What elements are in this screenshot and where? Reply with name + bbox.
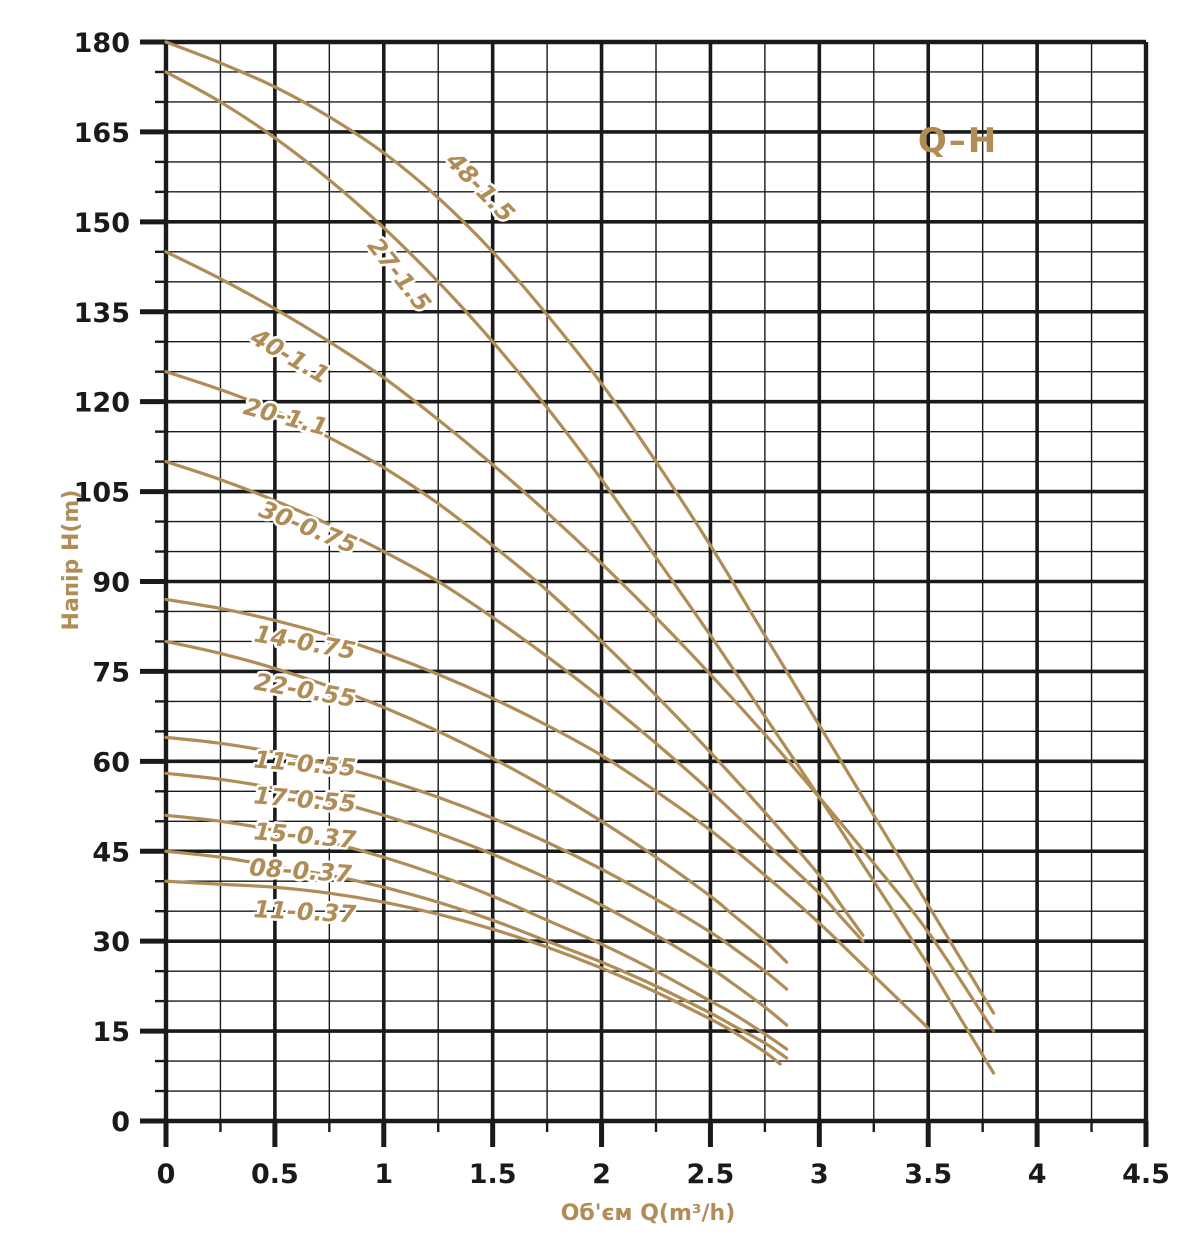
x-tick-label: 2.5 bbox=[687, 1159, 735, 1190]
y-tick-label: 90 bbox=[92, 568, 130, 599]
curve-40-1.1 bbox=[164, 250, 996, 1033]
curve-14-0.75 bbox=[164, 597, 930, 1030]
curve-series-group bbox=[164, 40, 996, 1075]
curve-27-1.5 bbox=[164, 70, 996, 1075]
x-tick-label: 3.5 bbox=[904, 1159, 952, 1190]
x-tick-label: 1.5 bbox=[469, 1159, 517, 1190]
y-tick-label: 45 bbox=[92, 837, 130, 868]
curve-label-11-0.37: 11-0.37 bbox=[253, 895, 357, 928]
curve-11-0.55 bbox=[164, 735, 789, 991]
y-tick-label: 180 bbox=[74, 28, 130, 59]
curve-11-0.37 bbox=[164, 879, 782, 1066]
x-axis-title: Об'єм Q(m³/h) bbox=[561, 1201, 736, 1226]
y-tick-label: 60 bbox=[92, 747, 130, 778]
x-axis-tick-labels: 0 0.5 1 1.5 2 2.5 3 3.5 4 4.5 bbox=[157, 1159, 1170, 1190]
y-tick-label: 165 bbox=[74, 118, 130, 149]
y-tick-label: 105 bbox=[74, 478, 130, 509]
curve-20-1.1 bbox=[164, 370, 865, 937]
y-tick-label: 135 bbox=[74, 298, 130, 329]
curve-15-0.37 bbox=[164, 813, 789, 1051]
y-tick-label: 30 bbox=[92, 927, 130, 958]
y-tick-label: 0 bbox=[111, 1107, 130, 1138]
x-tick-label: 2 bbox=[592, 1159, 611, 1190]
x-tick-label: 1 bbox=[374, 1159, 393, 1190]
curve-30-0.75 bbox=[164, 460, 865, 943]
y-tick-label: 150 bbox=[74, 208, 130, 239]
x-tick-label: 0.5 bbox=[251, 1159, 299, 1190]
curve-17-0.55 bbox=[164, 771, 789, 1027]
y-axis-tick-labels: 0 15 30 45 60 75 90 105 120 135 150 165 180 bbox=[74, 28, 130, 1138]
y-axis-title: Напір H(m) bbox=[59, 490, 84, 631]
chart-title: Q–H bbox=[918, 121, 998, 161]
x-tick-label: 4.5 bbox=[1122, 1159, 1170, 1190]
curve-22-0.55 bbox=[164, 639, 789, 964]
curve-48-1.5 bbox=[164, 40, 996, 1015]
curve-08-0.37 bbox=[164, 849, 789, 1060]
x-tick-label: 0 bbox=[157, 1159, 176, 1190]
y-tick-label: 120 bbox=[74, 388, 130, 419]
y-tick-label: 75 bbox=[92, 657, 130, 688]
x-tick-label: 4 bbox=[1028, 1159, 1047, 1190]
x-tick-label: 3 bbox=[810, 1159, 829, 1190]
curve-label-08-0.37: 08-0.37 bbox=[248, 853, 353, 888]
y-tick-label: 15 bbox=[92, 1017, 130, 1048]
axis-tick-marks bbox=[140, 39, 1149, 1147]
